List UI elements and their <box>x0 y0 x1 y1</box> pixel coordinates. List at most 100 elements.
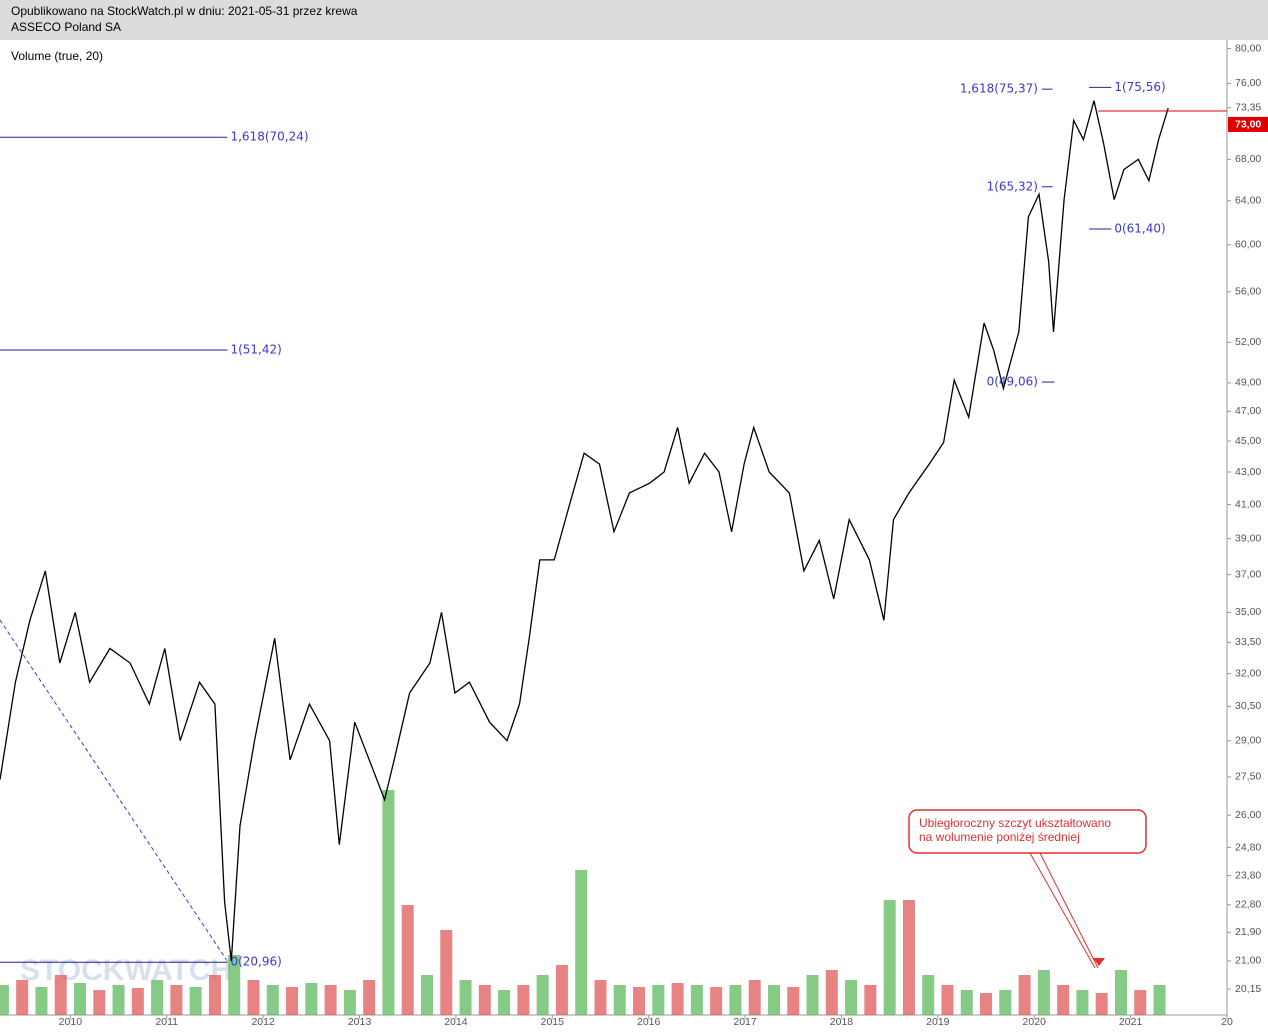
volume-bar <box>633 987 646 1015</box>
volume-bar <box>459 980 472 1015</box>
volume-bar <box>536 975 549 1015</box>
volume-bar <box>555 965 568 1015</box>
volume-bar <box>671 983 684 1015</box>
volume-bar <box>170 985 183 1015</box>
volume-bar <box>208 975 221 1015</box>
volume-bar <box>594 980 607 1015</box>
volume-bar <box>1095 993 1108 1015</box>
fib-label: 0(61,40) <box>1114 221 1165 235</box>
volume-bar <box>151 980 164 1015</box>
x-tick-label: 2010 <box>59 1016 83 1028</box>
volume-bar <box>748 980 761 1015</box>
volume-bar <box>343 990 356 1015</box>
fib-label: 1(65,32) <box>987 179 1038 193</box>
callout-text: na wolumenie poniżej średniej <box>919 830 1080 844</box>
volume-bar <box>305 983 318 1015</box>
volume-bar <box>247 980 260 1015</box>
x-tick-label: 2017 <box>733 1016 757 1028</box>
callout-arrowhead <box>1093 958 1105 966</box>
volume-bar <box>1114 970 1127 1015</box>
y-tick-label: 68,00 <box>1235 153 1261 165</box>
callout-arrow <box>1029 852 1099 969</box>
x-tick-label: 2020 <box>1023 1016 1047 1028</box>
fib-label: 1,618(75,37) <box>960 82 1038 96</box>
y-tick-label: 80,00 <box>1235 42 1261 54</box>
fib-label: 0(20,96) <box>230 955 281 969</box>
y-tick-label: 27,50 <box>1235 771 1261 783</box>
header-line: ASSECO Poland SA <box>11 20 121 34</box>
volume-bar <box>902 900 915 1015</box>
volume-bar <box>440 930 453 1015</box>
fib-label: 1,618(70,24) <box>230 130 308 144</box>
volume-bar <box>266 985 279 1015</box>
x-tick-label: 2013 <box>348 1016 372 1028</box>
x-tick-label: 2011 <box>155 1016 178 1028</box>
y-tick-label: 49,00 <box>1235 377 1261 389</box>
volume-bar <box>228 955 241 1015</box>
y-tick-label: 39,00 <box>1235 532 1261 544</box>
y-tick-label: 64,00 <box>1235 194 1261 206</box>
volume-bar <box>286 987 299 1015</box>
last-price-label: 73,00 <box>1235 119 1261 131</box>
volume-bar <box>652 985 665 1015</box>
y-tick-label: 21,90 <box>1235 926 1261 938</box>
y-tick-label: 20,15 <box>1235 983 1261 995</box>
y-tick-label: 23,80 <box>1235 869 1261 881</box>
volume-bar <box>1037 970 1050 1015</box>
volume-bar <box>787 987 800 1015</box>
volume-bar <box>1057 985 1070 1015</box>
volume-bar <box>0 985 9 1015</box>
volume-bar <box>999 990 1012 1015</box>
y-tick-label: 76,00 <box>1235 77 1261 89</box>
y-tick-label: 24,80 <box>1235 841 1261 853</box>
header-line: Opublikowano na StockWatch.pl w dniu: 20… <box>11 4 358 18</box>
indicator-label: Volume (true, 20) <box>11 49 103 63</box>
y-tick-label: 21,00 <box>1235 955 1261 967</box>
volume-bar <box>363 980 376 1015</box>
y-tick-label: 26,00 <box>1235 809 1261 821</box>
x-tick-label: 2015 <box>541 1016 565 1028</box>
x-tick-label: 2014 <box>444 1016 468 1028</box>
y-tick-label: 56,00 <box>1235 286 1261 298</box>
volume-bar <box>382 790 395 1015</box>
volume-bar <box>478 985 491 1015</box>
volume-bar <box>806 975 819 1015</box>
x-tick-label: 2021 <box>1119 1016 1143 1028</box>
fib-label: 0(49,06) <box>987 375 1038 389</box>
volume-bar <box>960 990 973 1015</box>
y-tick-label: 30,50 <box>1235 700 1261 712</box>
volume-bar <box>498 990 511 1015</box>
volume-bar <box>767 985 780 1015</box>
x-tick-label: 2019 <box>926 1016 950 1028</box>
y-tick-label: 73,35 <box>1235 101 1261 113</box>
fib-guide <box>0 619 229 963</box>
y-tick-label: 35,00 <box>1235 606 1261 618</box>
y-tick-label: 47,00 <box>1235 405 1261 417</box>
volume-bar <box>922 975 935 1015</box>
volume-bar <box>710 987 723 1015</box>
volume-bar <box>112 985 125 1015</box>
volume-bar <box>401 905 414 1015</box>
y-tick-label: 37,00 <box>1235 568 1261 580</box>
y-tick-label: 41,00 <box>1235 498 1261 510</box>
x-tick-label: 2018 <box>830 1016 854 1028</box>
watermark: STOCKWATCH <box>20 954 232 987</box>
volume-bar <box>729 985 742 1015</box>
volume-bar <box>941 985 954 1015</box>
volume-bar <box>690 985 703 1015</box>
x-tick-label: 2016 <box>637 1016 661 1028</box>
volume-bar <box>1134 990 1147 1015</box>
volume-bar <box>131 988 144 1015</box>
volume-bar <box>93 990 106 1015</box>
fib-label: 1(75,56) <box>1114 80 1165 94</box>
y-tick-label: 43,00 <box>1235 466 1261 478</box>
volume-bar <box>825 970 838 1015</box>
x-tick-label: 20 <box>1221 1016 1233 1028</box>
volume-bar <box>74 983 87 1015</box>
y-tick-label: 32,00 <box>1235 667 1261 679</box>
volume-bar <box>1076 990 1089 1015</box>
y-tick-label: 52,00 <box>1235 336 1261 348</box>
volume-bar <box>420 975 433 1015</box>
last-price-box <box>1228 116 1268 132</box>
